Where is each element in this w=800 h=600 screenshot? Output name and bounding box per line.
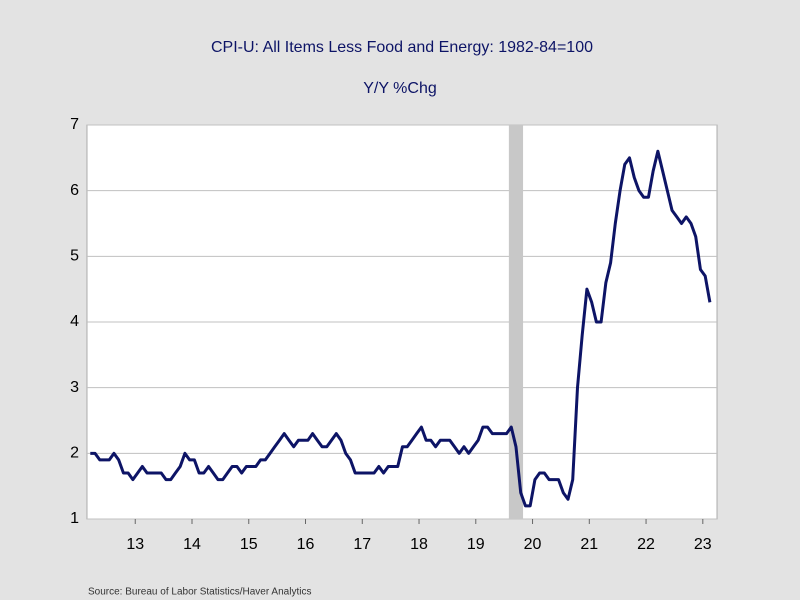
x-tick-label: 17 [353,536,371,553]
x-tick-label: 19 [467,536,485,553]
chart-title: CPI-U: All Items Less Food and Energy: 1… [211,39,593,56]
x-tick-label: 21 [580,536,598,553]
chart-subtitle: Y/Y %Chg [363,80,437,97]
x-tick-label: 13 [126,536,144,553]
y-tick-label: 2 [70,445,79,462]
y-tick-label: 3 [70,379,79,396]
recession-band [508,125,524,519]
x-tick-label: 18 [410,536,428,553]
y-tick-label: 4 [70,313,79,330]
y-tick-label: 1 [70,510,79,527]
source-note: Source: Bureau of Labor Statistics/Haver… [88,587,311,598]
y-tick-label: 5 [70,248,79,265]
series-line [90,149,712,508]
x-tick-label: 14 [183,536,201,553]
y-tick-label: 7 [70,116,79,133]
x-tick-label: 20 [524,536,542,553]
y-tick-label: 6 [70,182,79,199]
x-tick-label: 22 [637,536,655,553]
x-tick-label: 15 [240,536,258,553]
x-tick-label: 23 [694,536,712,553]
x-tick-label: 16 [297,536,315,553]
